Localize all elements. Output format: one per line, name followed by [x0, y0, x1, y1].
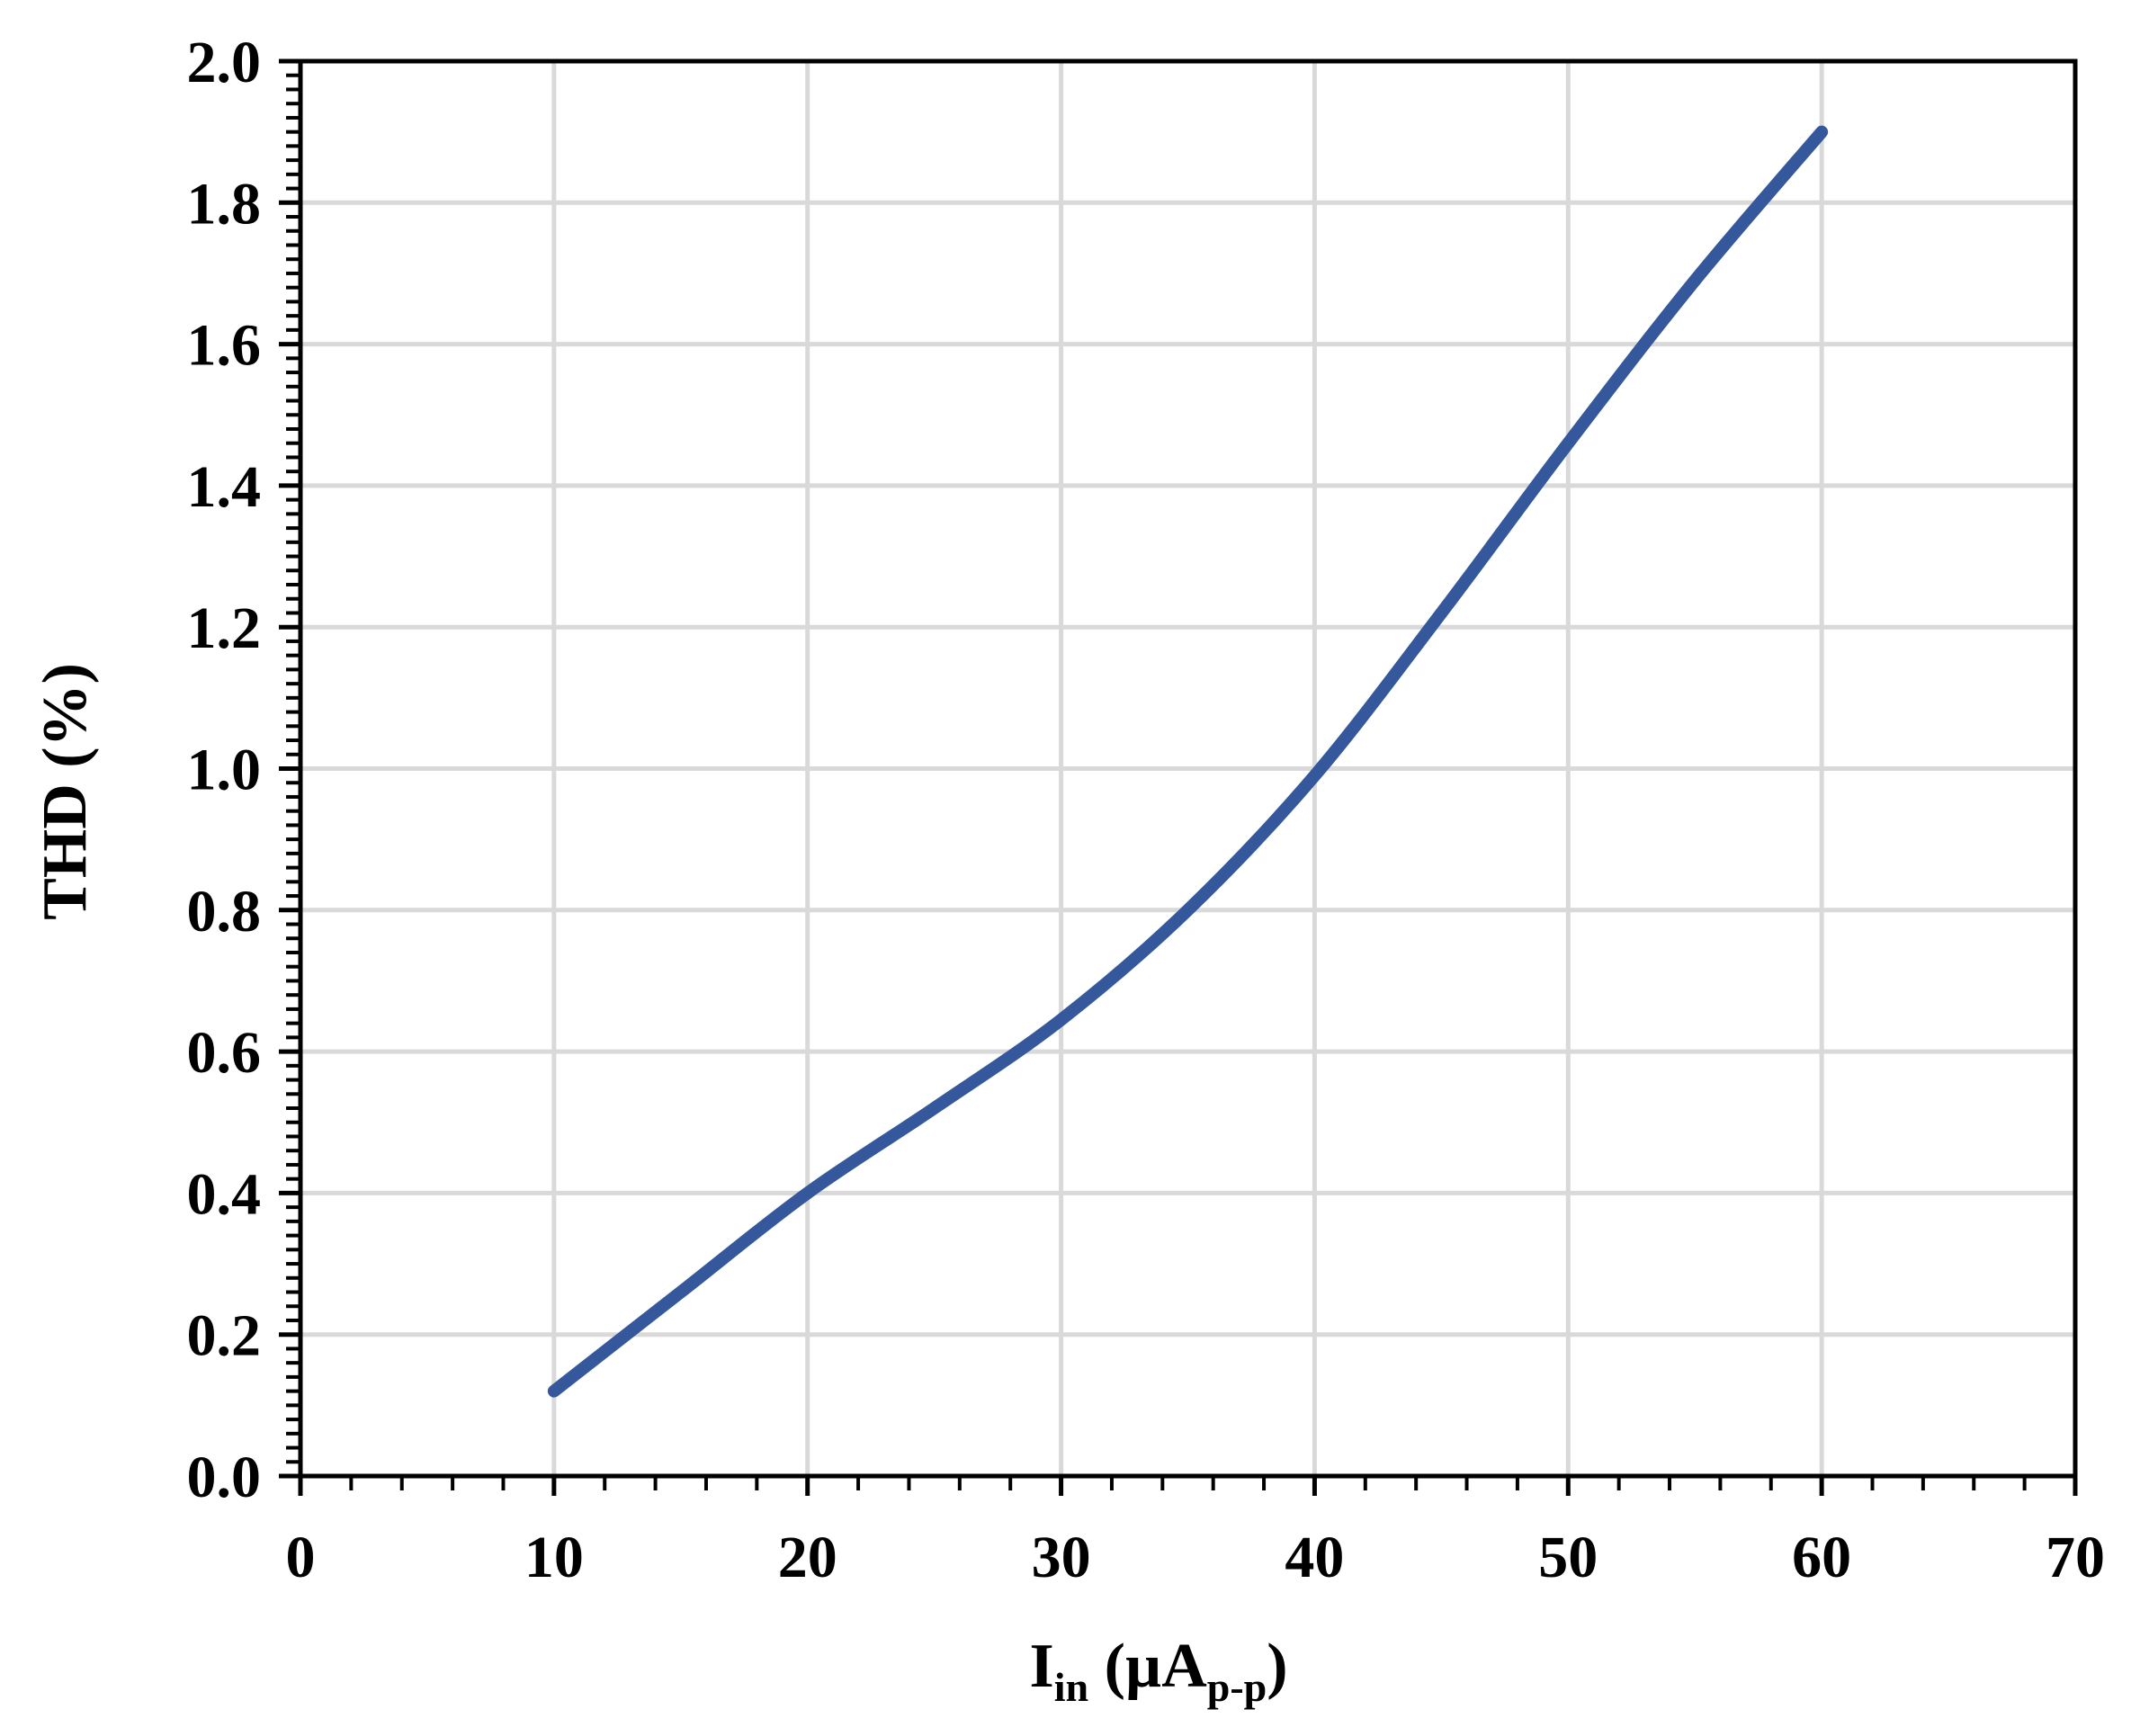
- y-tick-label: 1.8: [187, 171, 262, 237]
- y-tick-label: 0.8: [187, 879, 262, 944]
- y-tick-label: 1.4: [187, 454, 262, 520]
- minor-ticks: [286, 73, 2027, 1490]
- series-line: [547, 125, 1829, 1398]
- x-tick-label: 30: [1032, 1525, 1091, 1590]
- major-ticks: [279, 58, 2078, 1496]
- x-axis-title: Iin (µAp-p): [1029, 1632, 1287, 1710]
- y-axis-title: THD (%): [31, 663, 100, 920]
- x-tick-label: 0: [286, 1525, 316, 1590]
- x-axis-title-main: I: [1029, 1632, 1053, 1701]
- x-tick-labels: 0 10 20 30 40 50 60 70: [286, 1525, 2106, 1590]
- x-axis-title-rest: (µA: [1088, 1632, 1207, 1701]
- y-tick-label: 1.0: [187, 738, 262, 803]
- y-tick-label: 2.0: [187, 30, 262, 95]
- y-tick-label: 0.4: [187, 1161, 262, 1227]
- x-axis-title-close: ): [1267, 1632, 1287, 1701]
- series-layer: [547, 125, 1829, 1398]
- x-tick-label: 50: [1538, 1525, 1598, 1590]
- x-axis-title-subscript-2: p-p: [1207, 1664, 1267, 1710]
- y-tick-label: 0.6: [187, 1020, 262, 1086]
- x-tick-label: 60: [1792, 1525, 1851, 1590]
- y-tick-label: 1.6: [187, 313, 262, 379]
- y-tick-label: 1.2: [187, 595, 262, 661]
- x-tick-label: 10: [524, 1525, 584, 1590]
- x-tick-label: 70: [2046, 1525, 2105, 1590]
- y-tick-labels: 0.0 0.2 0.4 0.6 0.8 1.0 1.2 1.4 1.6 1.8 2.0: [187, 30, 262, 1510]
- grid: [300, 61, 2075, 1476]
- y-tick-label: 0.2: [187, 1303, 262, 1369]
- x-axis-title-subscript: in: [1054, 1664, 1088, 1710]
- y-tick-label: 0.0: [187, 1445, 262, 1510]
- x-tick-label: 20: [778, 1525, 837, 1590]
- x-tick-label: 40: [1285, 1525, 1344, 1590]
